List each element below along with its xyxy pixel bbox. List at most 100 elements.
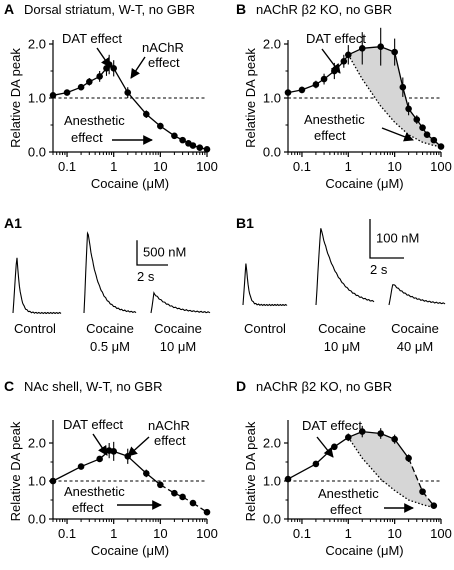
trace-label: Cocaine bbox=[318, 321, 366, 336]
data-point bbox=[179, 136, 186, 144]
annotation-anesthetic-effect: Anesthetic bbox=[64, 113, 125, 128]
annotation-nachr-effect: nAChR bbox=[142, 40, 184, 55]
annotation-nachr-effect-2: effect bbox=[148, 55, 180, 70]
data-point bbox=[63, 89, 71, 96]
data-point bbox=[49, 477, 57, 485]
annotation-anesthetic-effect-2: effect bbox=[72, 500, 104, 515]
anesthetic-effect-arrow bbox=[381, 127, 414, 142]
x-tick-label: 100 bbox=[196, 159, 218, 174]
panel-B1: B1 Control Cocaine 10 μM Cocaine 40 μM 100 nM 2… bbox=[236, 215, 446, 354]
x-axis-label: Cocaine (μM) bbox=[91, 543, 169, 558]
trace-label: Cocaine bbox=[86, 321, 134, 336]
panel-label-A: A bbox=[4, 1, 14, 17]
trace-label: Cocaine bbox=[154, 321, 202, 336]
x-axis-label: Cocaine (μM) bbox=[325, 543, 403, 558]
annotation-anesthetic-effect-2: effect bbox=[330, 502, 362, 517]
data-point bbox=[96, 455, 103, 463]
scale-bar-y-label: 500 nM bbox=[143, 245, 186, 260]
data-point bbox=[358, 428, 366, 435]
annotation-dat-effect: DAT effect bbox=[62, 31, 122, 46]
data-point bbox=[298, 86, 306, 94]
x-tick-label: 10 bbox=[387, 159, 401, 174]
panel-label-B: B bbox=[236, 1, 246, 17]
dat-effect-arrow bbox=[96, 47, 111, 68]
y-axis-label: Relative DA peak bbox=[243, 48, 258, 148]
data-point bbox=[179, 493, 186, 501]
panel-label-B1: B1 bbox=[236, 215, 254, 231]
series-segment bbox=[52, 465, 82, 482]
y-tick-label: 0.0 bbox=[263, 512, 281, 527]
anesthetic-bound-line bbox=[347, 54, 442, 148]
annotation-anesthetic-effect: Anesthetic bbox=[304, 112, 365, 127]
x-tick-label: 100 bbox=[430, 526, 452, 541]
x-tick-label: 100 bbox=[430, 159, 452, 174]
series-segment bbox=[80, 458, 100, 468]
y-tick-label: 0.0 bbox=[28, 512, 46, 527]
data-point bbox=[413, 116, 421, 123]
data-point bbox=[157, 122, 164, 130]
data-point bbox=[345, 51, 352, 59]
data-point bbox=[419, 488, 426, 495]
x-tick-label: 1 bbox=[345, 159, 352, 174]
panel-title: NAc shell, W-T, no GBR bbox=[24, 379, 162, 394]
panel-label-C: C bbox=[4, 378, 14, 394]
y-tick-label: 2.0 bbox=[28, 436, 46, 451]
scale-bar-x-label: 2 s bbox=[370, 262, 388, 277]
data-point bbox=[430, 502, 438, 510]
anesthetic-bound-line bbox=[347, 436, 434, 509]
series-segment bbox=[127, 92, 147, 115]
trace-line bbox=[315, 228, 375, 306]
data-point bbox=[143, 110, 150, 118]
x-tick-label: 1 bbox=[345, 526, 352, 541]
series-segment bbox=[394, 51, 404, 88]
data-point bbox=[312, 460, 320, 468]
x-tick-label: 0.1 bbox=[58, 159, 76, 174]
data-point bbox=[284, 89, 292, 96]
data-point bbox=[171, 132, 178, 140]
scale-bar-x-label: 2 s bbox=[137, 269, 155, 284]
data-point bbox=[345, 434, 352, 441]
y-axis-label: Relative DA peak bbox=[8, 48, 23, 148]
panel-title: nAChR β2 KO, no GBR bbox=[256, 379, 392, 394]
y-axis-label: Relative DA peak bbox=[243, 421, 258, 521]
panel-title: nAChR β2 KO, no GBR bbox=[256, 2, 392, 17]
trace-line bbox=[12, 257, 62, 315]
annotation-nachr-effect: nAChR bbox=[148, 418, 190, 433]
y-tick-label: 2.0 bbox=[28, 37, 46, 52]
x-tick-label: 0.1 bbox=[293, 526, 311, 541]
annotation-dat-effect: DAT effect bbox=[306, 31, 366, 46]
trace-label: 0.5 μM bbox=[90, 339, 130, 354]
x-tick-label: 10 bbox=[153, 526, 167, 541]
data-point bbox=[171, 489, 178, 497]
series-segment bbox=[394, 438, 410, 459]
data-point bbox=[358, 45, 366, 52]
data-point bbox=[96, 73, 103, 80]
x-tick-label: 1 bbox=[110, 159, 117, 174]
scale-bar bbox=[136, 240, 168, 266]
trace-label: 40 μM bbox=[397, 339, 433, 354]
data-point bbox=[77, 83, 85, 91]
data-point bbox=[430, 136, 438, 144]
data-point bbox=[405, 105, 412, 113]
data-point bbox=[189, 499, 197, 507]
trace-line bbox=[150, 291, 211, 314]
y-axis-label: Relative DA peak bbox=[8, 421, 23, 521]
trace-label: Control bbox=[14, 321, 56, 336]
series-segment bbox=[402, 87, 410, 109]
scale-bar-y-label: 100 nM bbox=[376, 231, 419, 246]
trace-label: 10 μM bbox=[160, 339, 196, 354]
data-point bbox=[405, 454, 412, 462]
data-point bbox=[423, 131, 431, 139]
panel-label-A1: A1 bbox=[4, 215, 22, 231]
annotation-anesthetic-effect: Anesthetic bbox=[318, 486, 379, 501]
annotation-anesthetic-effect-2: effect bbox=[314, 128, 346, 143]
trace-label: Cocaine bbox=[391, 321, 439, 336]
data-point bbox=[203, 146, 211, 153]
series-segment bbox=[127, 455, 147, 474]
data-point bbox=[331, 443, 338, 451]
panel-label-D: D bbox=[236, 378, 246, 394]
y-tick-label: 2.0 bbox=[263, 37, 281, 52]
panel-C: C NAc shell, W-T, no GBR 0.0 1.0 2.0 0.1 1 10 10… bbox=[4, 378, 218, 558]
